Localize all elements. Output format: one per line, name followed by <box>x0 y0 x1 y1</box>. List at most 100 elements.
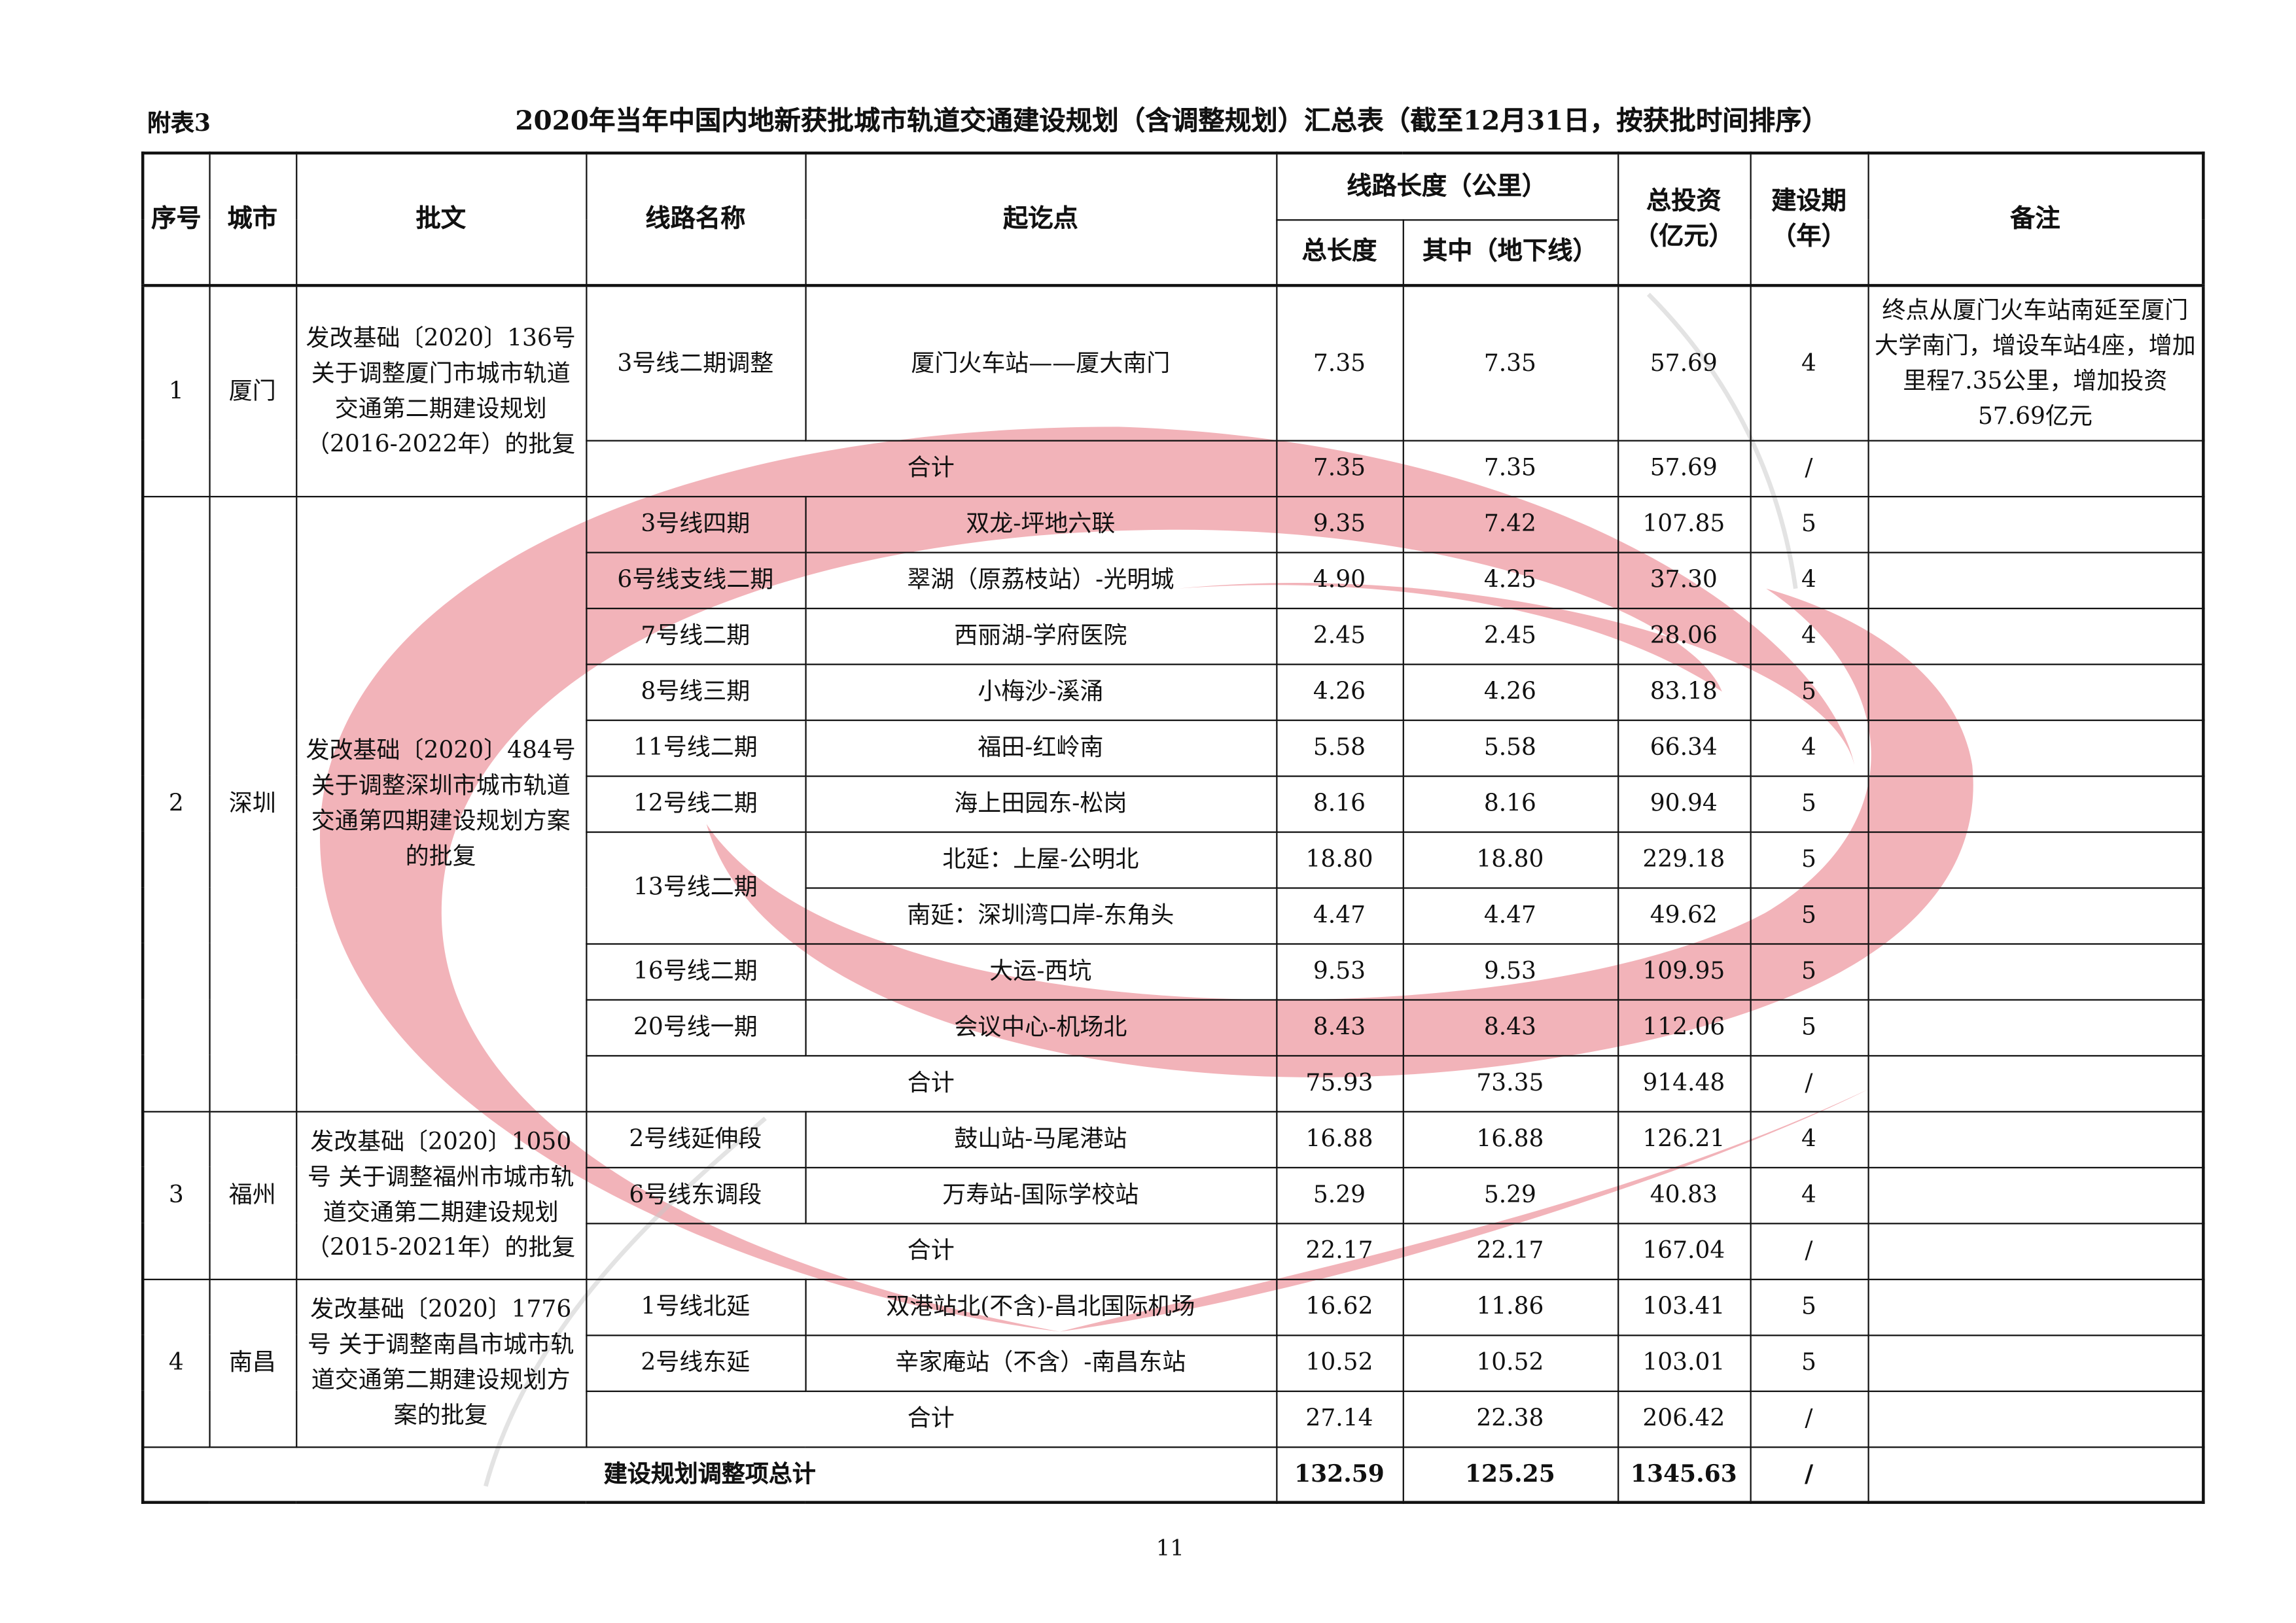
subtotal-underground: 22.17 <box>1402 1222 1619 1280</box>
header-total-length: 总长度 <box>1275 218 1404 287</box>
approval-cell: 发改基础〔2020〕136号 关于调整厦门市城市轨道交通第二期建设规划（2016… <box>295 285 587 497</box>
total-length-cell: 4.47 <box>1275 886 1404 944</box>
table-row: 20号线一期 会议中心-机场北 8.43 8.43 112.06 5 <box>143 998 2204 1056</box>
line-name-cell: 6号线东调段 <box>585 1166 806 1224</box>
table-row: 8号线三期 小梅沙-溪涌 4.26 4.26 83.18 5 <box>143 663 2204 721</box>
subtotal-note <box>1867 439 2204 497</box>
header-line: 线路名称 <box>585 152 806 287</box>
table-row: 6号线支线二期 翠湖（原荔枝站）-光明城 4.90 4.25 37.30 4 <box>143 551 2204 609</box>
underground-length-cell: 8.16 <box>1402 775 1619 833</box>
note-cell <box>1867 886 2204 944</box>
route-cell: 鼓山站-马尾港站 <box>804 1110 1277 1168</box>
city-cell: 厦门 <box>208 285 297 497</box>
route-cell: 福田-红岭南 <box>804 718 1277 777</box>
table-row: 7号线二期 西丽湖-学府医院 2.45 2.45 28.06 4 <box>143 606 2204 665</box>
route-cell: 大运-西坑 <box>804 942 1277 1000</box>
total-length-cell: 9.53 <box>1275 942 1404 1000</box>
subtotal-investment: 914.48 <box>1616 1054 1751 1112</box>
total-length-cell: 16.88 <box>1275 1110 1404 1168</box>
period-cell: 5 <box>1749 942 1869 1000</box>
period-cell: 5 <box>1749 775 1869 833</box>
approval-cell: 发改基础〔2020〕1050号 关于调整福州市城市轨道交通第二期建设规划（201… <box>295 1110 587 1280</box>
subtotal-row: 合计 7.35 7.35 57.69/ <box>143 439 2204 497</box>
header-length-group: 线路长度（公里） <box>1275 152 1619 220</box>
period-cell: 4 <box>1749 285 1869 441</box>
subtotal-total-length: 75.93 <box>1275 1054 1404 1112</box>
page-title: 2020年当年中国内地新获批城市轨道交通建设规划（含调整规划）汇总表（截至12月… <box>515 105 1829 137</box>
subtotal-label: 合计 <box>585 1389 1277 1448</box>
table-row: 16号线二期 大运-西坑 9.53 9.53 109.95 5 <box>143 942 2204 1000</box>
header-route: 起讫点 <box>804 152 1277 287</box>
underground-length-cell: 11.86 <box>1402 1278 1619 1336</box>
header-invest: 总投资（亿元） <box>1616 152 1751 287</box>
table-row: 4 南昌 发改基础〔2020〕1776号 关于调整南昌市城市轨道交通第二期建设规划方… <box>142 1278 2204 1448</box>
note-cell <box>1867 775 2204 833</box>
route-cell: 北延：上屋-公明北 <box>804 830 1277 888</box>
city-cell: 深圳 <box>208 495 297 1112</box>
total-length-cell: 8.16 <box>1275 775 1404 833</box>
route-cell: 厦门火车站——厦大南门 <box>804 285 1277 441</box>
route-cell: 翠湖（原荔枝站）-光明城 <box>804 551 1277 609</box>
page-number: 11 <box>1156 1535 1184 1562</box>
period-cell: 5 <box>1749 1278 1869 1336</box>
line-name-cell: 6号线支线二期 <box>585 551 806 609</box>
investment-cell: 66.34 <box>1616 718 1751 777</box>
underground-length-cell: 16.88 <box>1402 1110 1619 1168</box>
grand-total-label: 建设规划调整项总计 <box>142 1446 1277 1503</box>
subtotal-row: 合计 22.17 22.17 167.04/ <box>143 1222 2204 1280</box>
subtotal-total-length: 7.35 <box>1275 439 1404 497</box>
investment-cell: 57.69 <box>1616 285 1751 441</box>
underground-length-cell: 7.35 <box>1402 285 1619 441</box>
subtotal-investment: 167.04 <box>1616 1222 1751 1280</box>
note-cell <box>1867 942 2204 1000</box>
line-name-cell: 11号线二期 <box>585 718 806 777</box>
line-name-cell: 8号线三期 <box>585 663 806 721</box>
note-cell <box>1867 998 2204 1056</box>
subtotal-underground: 7.35 <box>1402 439 1619 497</box>
subtotal-label: 合计 <box>585 439 1277 497</box>
header-note: 备注 <box>1867 152 2204 287</box>
route-cell: 辛家庵站（不含）-南昌东站 <box>804 1334 1277 1391</box>
period-cell: 5 <box>1749 1334 1869 1391</box>
subtotal-period: / <box>1749 1389 1869 1448</box>
route-cell: 双港站北(不含)-昌北国际机场 <box>804 1278 1277 1336</box>
underground-length-cell: 4.26 <box>1402 663 1619 721</box>
period-cell: 4 <box>1749 1110 1869 1168</box>
table-row: 3 福州 发改基础〔2020〕1050号 关于调整福州市城市轨道交通第二期建设规划（… <box>142 1110 2204 1280</box>
total-length-cell: 10.52 <box>1275 1334 1404 1391</box>
period-cell: 4 <box>1749 718 1869 777</box>
note-cell <box>1867 718 2204 777</box>
header-city: 城市 <box>208 152 297 287</box>
header-period: 建设期（年） <box>1749 152 1869 287</box>
underground-length-cell: 5.58 <box>1402 718 1619 777</box>
underground-length-cell: 8.43 <box>1402 998 1619 1056</box>
grand-total-note <box>1867 1446 2204 1503</box>
total-length-cell: 16.62 <box>1275 1278 1404 1336</box>
header-approval: 批文 <box>295 152 587 287</box>
route-cell: 西丽湖-学府医院 <box>804 606 1277 665</box>
underground-length-cell: 2.45 <box>1402 606 1619 665</box>
note-cell <box>1867 1278 2204 1336</box>
approval-cell: 发改基础〔2020〕484号 关于调整深圳市城市轨道交通第四期建设规划方案的批复 <box>295 495 587 1112</box>
row-number: 1 <box>142 285 210 497</box>
appendix-label: 附表3 <box>147 109 211 137</box>
subtotal-row: 合计 27.14 22.38 206.42/ <box>143 1389 2204 1448</box>
total-length-cell: 18.80 <box>1275 830 1404 888</box>
header-underground: 其中（地下线） <box>1402 218 1619 287</box>
note-cell <box>1867 1110 2204 1168</box>
table-row: 1 厦门 发改基础〔2020〕136号 关于调整厦门市城市轨道交通第二期建设规划（2… <box>142 285 2204 497</box>
route-cell: 海上田园东-松岗 <box>804 775 1277 833</box>
investment-cell: 126.21 <box>1616 1110 1751 1168</box>
line-name-cell: 1号线北延 <box>585 1278 806 1336</box>
investment-cell: 107.85 <box>1616 495 1751 553</box>
summary-table: 序号 城市 批文 线路名称 起讫点 线路长度（公里） 总投资（亿元） 建设期（年… <box>141 151 2205 1504</box>
line-name-cell: 2号线延伸段 <box>585 1110 806 1168</box>
period-cell: 5 <box>1749 886 1869 944</box>
line-name-cell: 13号线二期 <box>585 830 806 944</box>
note-cell <box>1867 495 2204 553</box>
note-cell <box>1867 663 2204 721</box>
city-cell: 南昌 <box>208 1278 297 1448</box>
subtotal-period: / <box>1749 439 1869 497</box>
table-row: 6号线东调段 万寿站-国际学校站 5.29 5.29 40.83 4 <box>143 1166 2204 1224</box>
investment-cell: 103.01 <box>1616 1334 1751 1391</box>
